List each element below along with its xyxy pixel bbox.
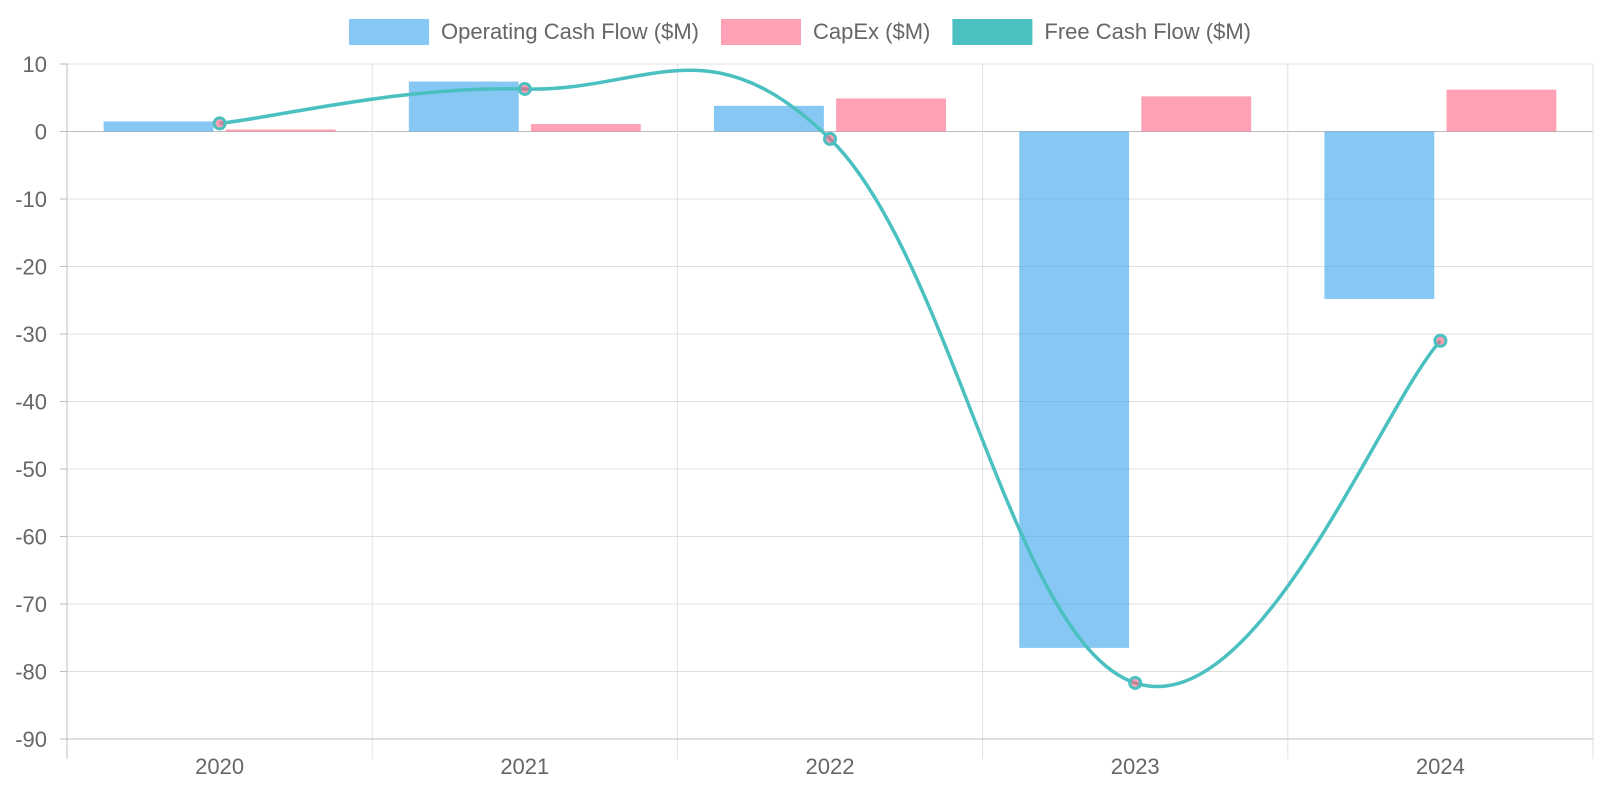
axis-layer: 10 0 -10 -20 -30 -40 -50 -60 -70 -80 -90 2020 2021 20… xyxy=(15,52,1593,779)
bar-capex-m-2021[interactable] xyxy=(530,124,641,132)
y-tick-label: -80 xyxy=(15,660,47,685)
line-layer xyxy=(212,68,1448,690)
y-tick-label: 10 xyxy=(23,52,47,77)
y-tick-label: -10 xyxy=(15,187,47,212)
legend-item-free-cash-flow-m[interactable]: Free Cash Flow ($M) xyxy=(952,19,1251,45)
legend-item-operating-cash-flow-m[interactable]: Operating Cash Flow ($M) xyxy=(349,19,699,45)
x-tick-label-2023: 2023 xyxy=(1111,754,1160,779)
bar-capex-m-2023[interactable] xyxy=(1141,96,1252,132)
y-tick-label: -70 xyxy=(15,592,47,617)
line-free-cash-flow-m[interactable] xyxy=(219,68,1442,688)
y-tick-label: -60 xyxy=(15,525,47,550)
legend-swatch-operating-cash-flow-m xyxy=(349,19,430,45)
legend-label-operating-cash-flow-m: Operating Cash Flow ($M) xyxy=(441,19,699,44)
y-tick-label: -50 xyxy=(15,457,47,482)
bar-capex-m-2020[interactable] xyxy=(225,129,336,132)
legend-swatch-capex-m xyxy=(721,19,802,45)
y-tick-label: -30 xyxy=(15,322,47,347)
point-free-cash-flow-m-2021[interactable] xyxy=(517,81,532,96)
bar-capex-m-2022[interactable] xyxy=(836,98,946,132)
y-tick-label: -20 xyxy=(15,255,47,280)
legend-label-capex-m: CapEx ($M) xyxy=(813,19,930,44)
bar-operating-cash-flow-m-2023[interactable] xyxy=(1019,131,1130,648)
point-free-cash-flow-m-2020[interactable] xyxy=(212,116,227,131)
bar-operating-cash-flow-m-2020[interactable] xyxy=(103,121,214,132)
y-tick-label: 0 xyxy=(35,120,47,145)
legend-swatch-free-cash-flow-m xyxy=(952,19,1033,45)
x-tick-label-2021: 2021 xyxy=(500,754,549,779)
point-free-cash-flow-m-2022[interactable] xyxy=(823,131,837,146)
point-free-cash-flow-m-2023[interactable] xyxy=(1128,675,1143,690)
legend[interactable]: Operating Cash Flow ($M) CapEx ($M) Free C… xyxy=(349,19,1251,45)
y-tick-label: -90 xyxy=(15,727,47,752)
bar-operating-cash-flow-m-2024[interactable] xyxy=(1324,131,1435,299)
legend-item-capex-m[interactable]: CapEx ($M) xyxy=(721,19,930,45)
x-tick-label-2022: 2022 xyxy=(806,754,855,779)
y-tick-label: -40 xyxy=(15,390,47,415)
bar-capex-m-2024[interactable] xyxy=(1446,89,1557,132)
bars-layer xyxy=(103,81,1557,648)
x-tick-label-2024: 2024 xyxy=(1416,754,1465,779)
point-free-cash-flow-m-2024[interactable] xyxy=(1433,333,1448,348)
legend-label-free-cash-flow-m: Free Cash Flow ($M) xyxy=(1044,19,1251,44)
x-tick-label-2020: 2020 xyxy=(195,754,244,779)
